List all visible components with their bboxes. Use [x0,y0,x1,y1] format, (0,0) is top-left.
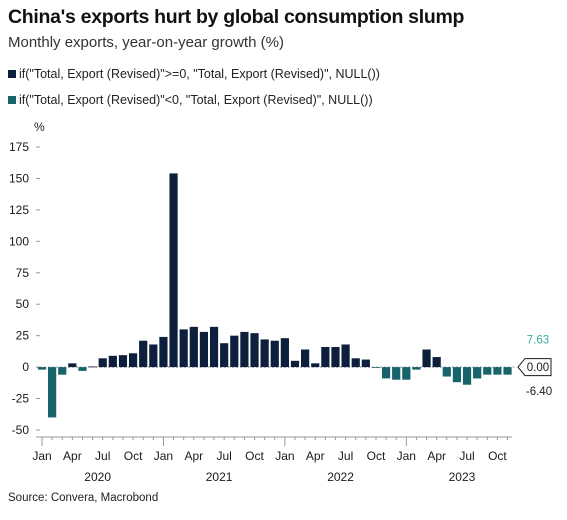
y-tick-label: 50 [16,297,30,311]
bar-positive [128,353,138,368]
bar-positive [118,355,128,368]
y-tick-label: 150 [9,171,29,185]
value-label-min: -6.40 [526,386,552,398]
x-tick-label: Oct [488,449,507,463]
chart-title: China's exports hurt by global consumpti… [8,6,465,28]
y-tick-label: -50 [12,423,30,437]
x-tick-label: Jan [397,449,416,463]
x-tick-label: Jan [154,449,173,463]
bar-positive [250,333,259,368]
chart-subtitle: Monthly exports, year-on-year growth (%) [8,34,284,51]
x-tick-label: Jul [216,449,231,463]
y-tick-label: 25 [16,329,30,343]
bar-positive [68,363,77,368]
x-year-label: 2020 [84,470,111,484]
legend-item-negative: if("Total, Export (Revised)"<0, "Total, … [8,92,380,108]
bar-negative [442,367,451,377]
legend-label-negative: if("Total, Export (Revised)"<0, "Total, … [19,93,373,107]
x-tick-label: Apr [427,449,446,463]
bar-positive [422,349,431,368]
bar-negative [473,367,482,379]
x-year-label: 2023 [449,470,476,484]
y-axis-label: % [34,120,45,134]
bar-positive [230,335,239,368]
x-tick-label: Oct [367,449,386,463]
x-tick-label: Apr [306,449,325,463]
bar-positive [290,360,300,368]
bar-positive [108,355,117,368]
bar-positive [209,326,219,368]
x-tick-label: Apr [184,449,203,463]
x-year-label: 2021 [206,470,233,484]
bar-negative [483,367,492,375]
bar-negative [371,367,381,368]
bar-negative [402,367,411,380]
bar-positive [341,344,350,368]
bar-positive [311,363,320,368]
bar-positive [98,358,107,368]
x-tick-label: Jan [32,449,51,463]
y-tick-label: -25 [12,392,30,406]
x-tick-label: Jul [459,449,474,463]
bar-positive [260,339,269,368]
x-tick-label: Oct [124,449,143,463]
bar-positive [189,326,198,368]
y-tick-label: 75 [16,266,30,280]
value-callout-box [517,358,552,377]
bar-positive [199,331,209,368]
legend-label-positive: if("Total, Export (Revised)">=0, "Total,… [19,67,380,81]
bar-positive [280,338,289,368]
legend-swatch-negative [8,96,16,104]
legend: if("Total, Export (Revised)">=0, "Total,… [8,66,380,118]
bar-positive [432,357,441,368]
y-tick-label: 125 [9,203,29,217]
bar-negative [381,367,391,379]
bar-positive [361,359,370,368]
value-callout-label: 0.00 [527,362,549,374]
y-axis: -50 -25 0 25 50 75 100 125 150 175 [9,140,512,437]
x-tick-label: Jul [95,449,110,463]
x-tick-label: Jan [275,449,294,463]
bar-negative [462,367,472,385]
legend-item-positive: if("Total, Export (Revised)">=0, "Total,… [8,66,380,82]
bar-negative [48,367,57,418]
y-tick-label: 175 [9,140,29,154]
y-tick-label: 100 [9,234,29,248]
value-label-max: 7.63 [527,335,549,347]
x-tick-label: Jul [338,449,353,463]
bar-positive [270,340,279,368]
bar-negative [503,367,512,375]
bar-positive [240,331,249,368]
x-tick-label: Apr [63,449,82,463]
bar-negative [37,367,47,370]
bar-positive [88,366,97,368]
bar-positive [220,343,229,368]
x-tick-label: Oct [245,449,264,463]
bar-positive [169,173,178,368]
bar-negative [78,367,87,371]
legend-swatch-positive [8,70,16,78]
bar-positive [321,346,330,368]
bar-positive [331,346,340,368]
bar-negative [493,367,502,375]
bar-negative [412,367,421,370]
x-year-label: 2022 [327,470,354,484]
bar-positive [301,349,310,368]
source-note: Source: Convera, Macrobond [8,492,159,504]
bar-positive [149,344,158,368]
annotations: 7.63 0.00 -6.40 [512,335,552,398]
bars [37,173,512,418]
bar-positive [159,336,168,368]
y-tick-label: 0 [22,360,29,374]
bar-positive [179,329,188,368]
x-axis: Jan Apr Jul Oct Jan Apr Jul Oct Jan Apr Jul Oct Jan A… [32,436,512,484]
bar-positive [139,340,148,368]
bar-positive [351,358,360,368]
bar-negative [392,367,401,380]
bar-negative [58,367,67,375]
bar-negative [452,367,462,383]
